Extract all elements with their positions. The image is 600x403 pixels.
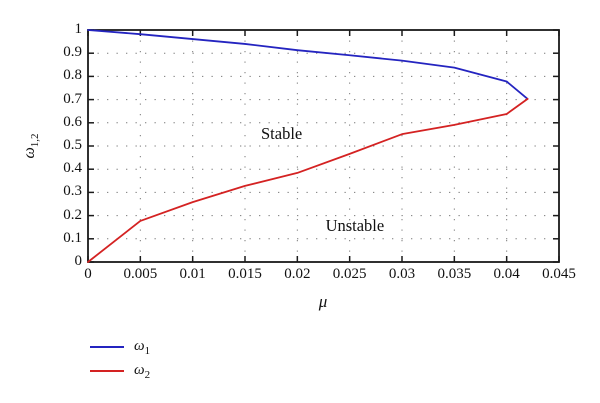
omega1-line-swatch (90, 346, 124, 348)
legend-item-omega1: ω1 (90, 335, 150, 359)
x-tick-label: 0.045 (542, 266, 576, 282)
omega1-curve (87, 29, 529, 100)
y-tick-label: 0.5 (63, 137, 82, 153)
legend: ω1 ω2 (90, 335, 150, 383)
x-axis-label: μ (318, 292, 328, 311)
x-tick-label: 0.005 (123, 266, 158, 282)
y-tick-label: 0.2 (63, 206, 82, 223)
x-tick-label: 0.015 (228, 266, 262, 282)
x-tick-label: 0.025 (332, 266, 367, 282)
plot-frame (87, 29, 560, 263)
x-tick-label: 0.02 (284, 266, 311, 282)
legend-item-omega2: ω2 (90, 359, 150, 383)
y-tick-label: 0.6 (63, 113, 82, 130)
x-tick-label: 0.035 (437, 266, 472, 282)
x-tick-label: 0.01 (179, 266, 206, 282)
x-tick-label: 0.03 (388, 266, 416, 282)
stable-region-label: Stable (261, 123, 303, 143)
y-tick-label: 0.7 (63, 90, 82, 107)
legend-label-omega2: ω2 (134, 361, 151, 381)
y-tick-label: 0.1 (63, 229, 82, 246)
tick-marks (87, 29, 560, 263)
y-tick-label: 0.8 (63, 67, 82, 84)
y-tick-label: 1 (74, 21, 83, 37)
gridlines (88, 30, 559, 262)
y-tick-label: 0.3 (63, 183, 82, 200)
y-tick-label: 0.4 (63, 160, 82, 177)
x-tick-label: 0 (84, 266, 92, 282)
y-tick-label: 0 (74, 253, 83, 269)
unstable-region-label: Unstable (325, 216, 385, 236)
omega2-line-swatch (90, 370, 124, 372)
legend-label-omega1: ω1 (134, 337, 151, 357)
curves (87, 29, 529, 263)
omega2-curve (87, 98, 529, 263)
x-tick-label: 0.04 (493, 266, 520, 282)
y-tick-label: 0.9 (63, 44, 82, 61)
